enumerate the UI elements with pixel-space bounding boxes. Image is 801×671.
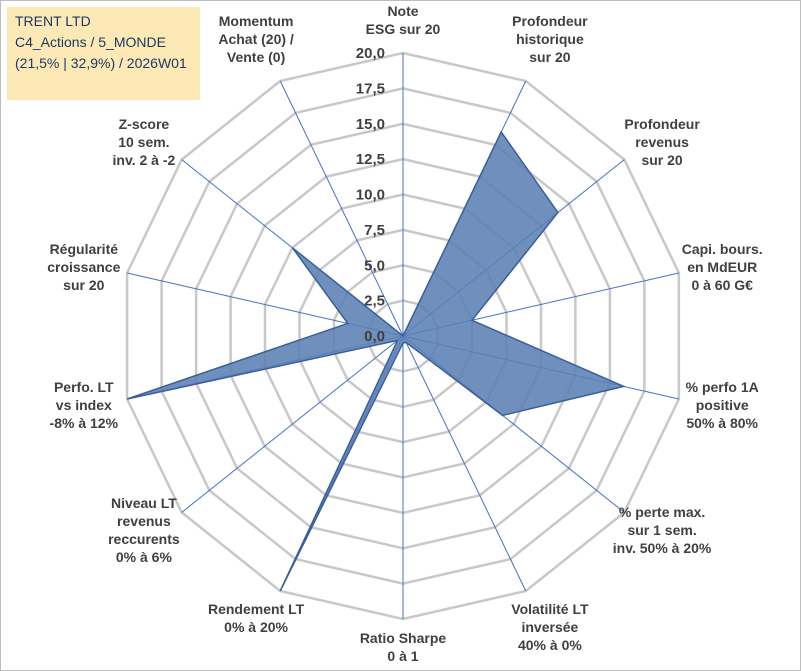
axis-label-line: 0 à 60 G€ — [691, 277, 753, 293]
axis-label-line: croissance — [47, 259, 120, 275]
axis-label-line: % perfo 1A — [686, 379, 759, 395]
axis-label-line: 40% à 0% — [518, 637, 582, 653]
r-tick-label: 15,0 — [356, 116, 385, 133]
axis-label: % perfo 1A positive 50% à 80% — [686, 379, 759, 431]
axis-label-line: Volatilité LT — [511, 601, 589, 617]
axis-label-line: Ratio Sharpe — [360, 630, 447, 646]
axis-label-line: ESG sur 20 — [366, 21, 441, 37]
axis-label: Rendement LT 0% à 20% — [208, 601, 305, 635]
axis-label: Perfo. LT vs index -8% à 12% — [50, 379, 119, 431]
axis-label: Niveau LT revenus reccurents 0% à 6% — [108, 495, 180, 565]
info-stats: (21,5% | 32,9%) / 2026W01 — [15, 55, 187, 71]
axis-label-line: Capi. bours. — [682, 241, 763, 257]
axis-label-line: positive — [696, 397, 749, 413]
axis-label-line: reccurents — [108, 531, 180, 547]
r-tick-label: 12,5 — [356, 151, 385, 168]
axis-label: % perte max. sur 1 sem. inv. 50% à 20% — [613, 504, 712, 556]
axis-label: Profondeur historique sur 20 — [512, 13, 588, 65]
axis-label-line: Momentum — [219, 13, 294, 29]
axis-label-line: Z-score — [119, 116, 170, 132]
axis-label-line: inv. 2 à -2 — [113, 152, 176, 168]
axis-label-line: Profondeur — [624, 116, 700, 132]
axis-label: Momentum Achat (20) / Vente (0) — [218, 13, 294, 65]
axis-label-line: 50% à 80% — [686, 415, 758, 431]
axis-label-line: 0% à 20% — [224, 619, 288, 635]
axis-label-line: vs index — [56, 397, 112, 413]
axis-label-line: -8% à 12% — [50, 415, 119, 431]
axis-label-line: % perte max. — [619, 504, 705, 520]
axis-label-line: Note — [387, 3, 418, 19]
info-box: TRENT LTD C4_Actions / 5_MONDE (21,5% | … — [7, 7, 200, 100]
axis-label: Z-score 10 sem. inv. 2 à -2 — [113, 116, 176, 168]
axis-label-line: 10 sem. — [118, 134, 169, 150]
axis-label-line: Perfo. LT — [54, 379, 114, 395]
axis-label-line: historique — [516, 31, 584, 47]
axis-label-line: sur 1 sem. — [627, 522, 696, 538]
axis-label-line: 0% à 6% — [116, 549, 173, 565]
series-area — [126, 130, 627, 592]
axis-label-line: en MdEUR — [687, 259, 757, 275]
axis-label-line: sur 20 — [529, 49, 570, 65]
r-tick-label: 0,0 — [364, 328, 385, 345]
axis-spoke — [402, 335, 527, 592]
axis-label-line: Rendement LT — [208, 601, 305, 617]
axis-spoke — [279, 80, 404, 337]
r-tick-label: 5,0 — [364, 257, 385, 274]
r-tick-label: 10,0 — [356, 187, 385, 204]
info-category: C4_Actions / 5_MONDE — [15, 34, 166, 50]
info-title: TRENT LTD — [15, 13, 91, 29]
axis-label-line: sur 20 — [641, 152, 682, 168]
axis-label-line: inversée — [521, 619, 578, 635]
axis-label-line: revenus — [635, 134, 689, 150]
axis-label: Volatilité LT inversée 40% à 0% — [511, 601, 589, 653]
axis-spoke — [181, 335, 404, 513]
r-tick-label: 20,0 — [356, 45, 385, 62]
r-tick-label: 2,5 — [364, 293, 385, 310]
axis-label-line: Profondeur — [512, 13, 588, 29]
axis-label: Ratio Sharpe 0 à 1 — [360, 630, 447, 664]
axis-label-line: Achat (20) / — [218, 31, 294, 47]
axis-label-line: revenus — [117, 513, 171, 529]
axis-label: Capi. bours. en MdEUR 0 à 60 G€ — [682, 241, 763, 293]
axis-label-line: sur 20 — [63, 277, 104, 293]
r-tick-label: 17,5 — [356, 80, 385, 97]
axis-label-line: Vente (0) — [227, 49, 285, 65]
axis-label-line: 0 à 1 — [387, 648, 418, 664]
r-tick-label: 7,5 — [364, 222, 385, 239]
axis-label: Régularité croissance sur 20 — [47, 241, 120, 293]
axis-label-line: inv. 50% à 20% — [613, 540, 712, 556]
axis-label: Profondeur revenus sur 20 — [624, 116, 700, 168]
axis-label: Note ESG sur 20 — [366, 3, 441, 37]
axis-label-line: Niveau LT — [111, 495, 177, 511]
axis-label-line: Régularité — [50, 241, 119, 257]
